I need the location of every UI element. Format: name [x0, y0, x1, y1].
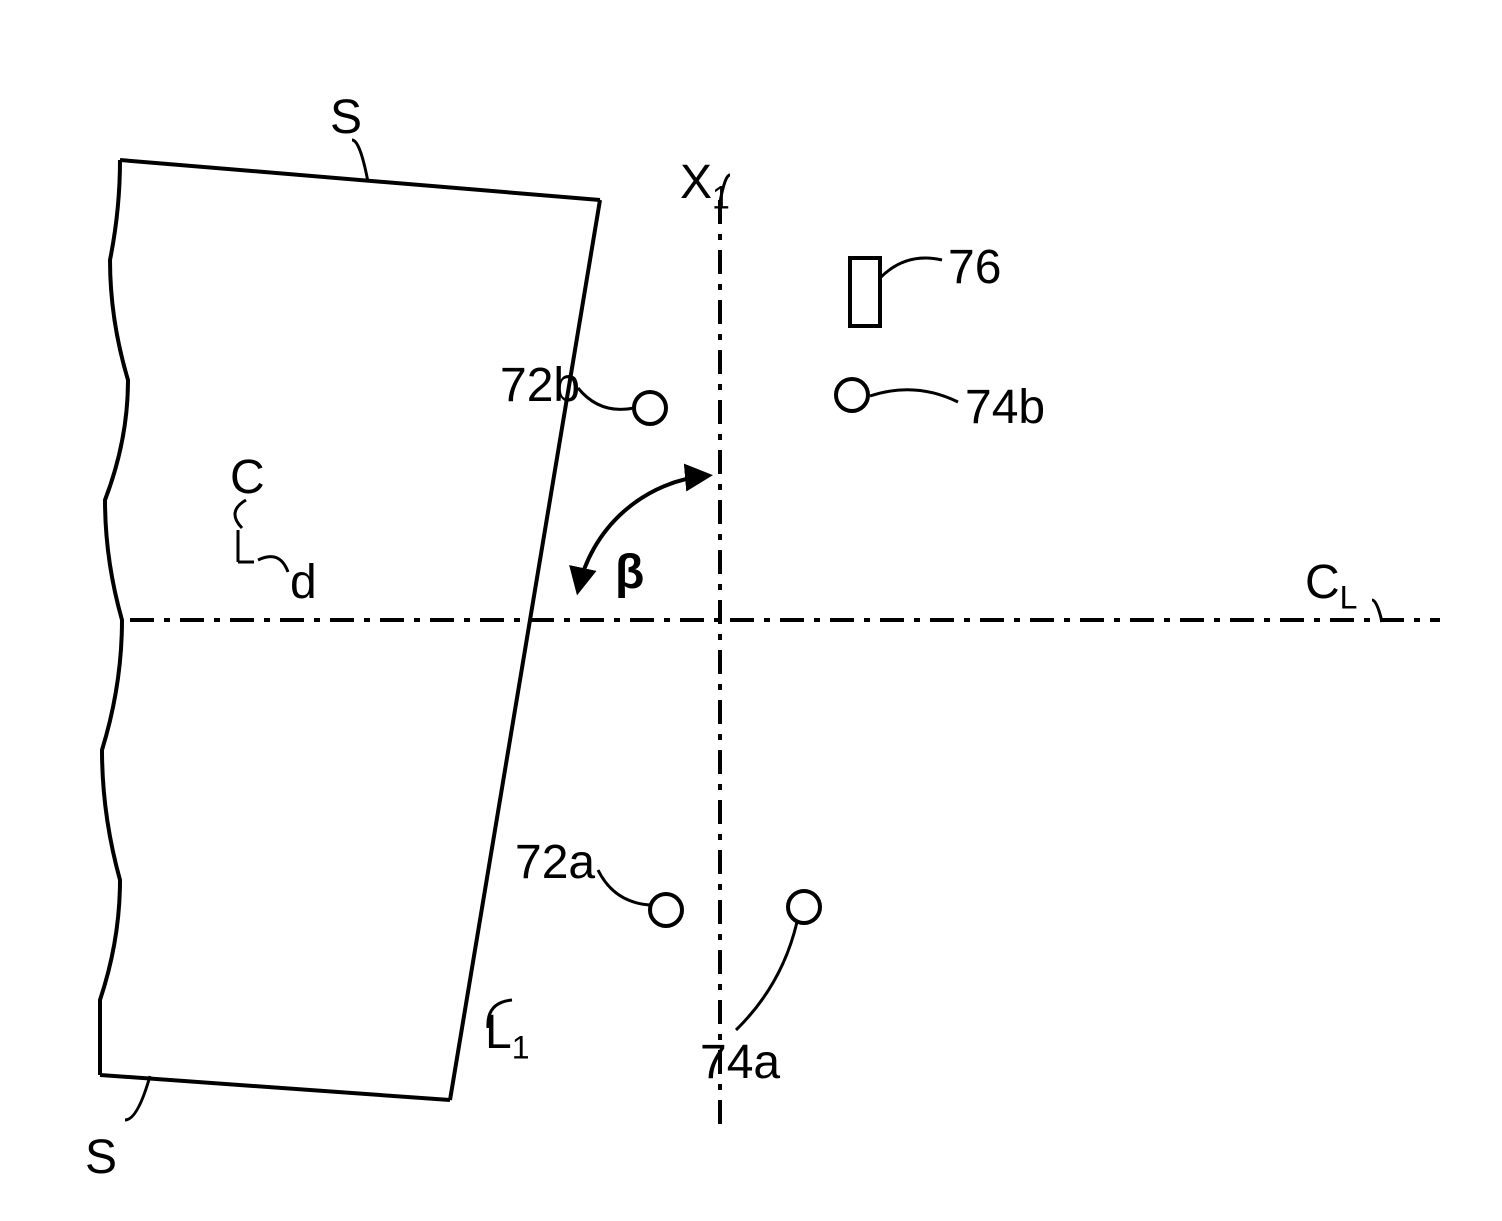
leader-CL	[1372, 600, 1382, 622]
label-d: d	[290, 555, 317, 610]
label-S-bottom: S	[85, 1130, 117, 1185]
sheet-edge-right	[450, 200, 600, 1100]
leader-72b	[578, 388, 634, 409]
sheet-edge-bottom	[100, 1075, 450, 1100]
label-L1: L1	[485, 1005, 530, 1067]
sheet-edge-left-wavy	[100, 160, 128, 1075]
label-S-top: S	[330, 90, 362, 145]
leader-S_bottom	[125, 1076, 150, 1120]
leader-74a	[736, 922, 797, 1030]
label-76: 76	[948, 240, 1001, 295]
marker-rect-76	[850, 258, 880, 326]
label-74a: 74a	[700, 1035, 780, 1090]
leader-72a	[598, 870, 650, 905]
label-74b: 74b	[965, 380, 1045, 435]
marker-circle-72a	[650, 894, 682, 926]
label-C: C	[230, 450, 265, 505]
marker-circle-74b	[836, 379, 868, 411]
leader-76	[880, 258, 942, 278]
label-X1: X1	[680, 155, 730, 217]
marker-circle-72b	[634, 392, 666, 424]
label-72b: 72b	[500, 358, 580, 413]
leader-d	[258, 557, 288, 572]
leader-74b	[870, 390, 958, 402]
leader-S_top	[352, 140, 368, 182]
marker-circle-74a	[788, 891, 820, 923]
label-CL: CL	[1305, 555, 1357, 617]
sheet-edge-top	[120, 160, 600, 200]
label-beta: β	[615, 545, 644, 600]
label-72a: 72a	[515, 835, 595, 890]
